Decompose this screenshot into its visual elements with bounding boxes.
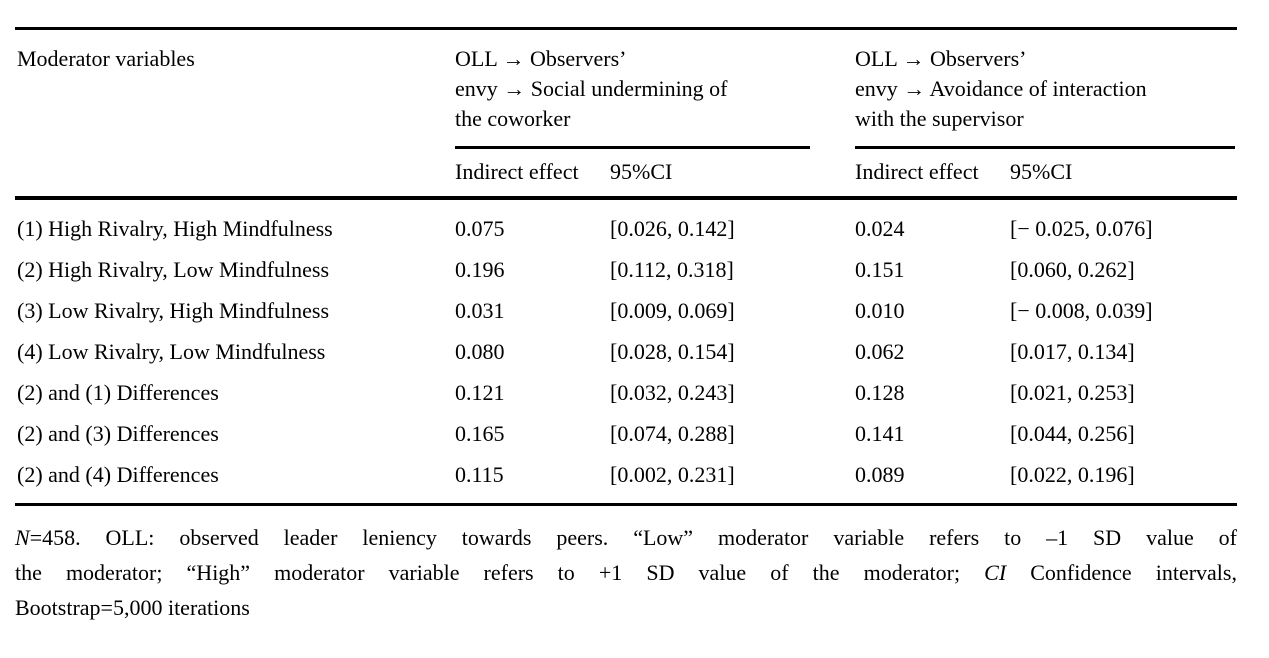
indirect-effect-2: 0.024 <box>855 216 905 241</box>
footnote-line-2: the moderator; “High” moderator variable… <box>15 555 1237 590</box>
table-row: (2) and (1) Differences 0.121 [0.032, 0.… <box>15 372 1237 413</box>
indirect-effect-1: 0.121 <box>455 380 505 405</box>
ci-2: [0.022, 0.196] <box>1010 462 1135 487</box>
table-row: (1) High Rivalry, High Mindfulness 0.075… <box>15 208 1237 249</box>
row-label: (2) and (3) Differences <box>17 421 219 446</box>
group-header-avoidance-interaction: OLL → Observers’ envy → Avoidance of int… <box>855 44 1235 149</box>
indirect-effect-1: 0.165 <box>455 421 505 446</box>
ci-2: [0.017, 0.134] <box>1010 339 1135 364</box>
indirect-effect-1: 0.075 <box>455 216 505 241</box>
ci-1: [0.028, 0.154] <box>610 339 735 364</box>
group-header-social-undermining: OLL → Observers’ envy → Social undermini… <box>455 44 810 149</box>
ci-1: [0.074, 0.288] <box>610 421 735 446</box>
header-row-subcolumns: Indirect effect 95%CI Indirect effect 95… <box>15 149 1237 200</box>
indirect-effect-2: 0.062 <box>855 339 905 364</box>
footnote-line-1-text: =458. OLL: observed leader leniency towa… <box>29 525 1237 550</box>
table-row: (2) High Rivalry, Low Mindfulness 0.196 … <box>15 249 1237 290</box>
ci-1: [0.009, 0.069] <box>610 298 735 323</box>
table-footnote: N=458. OLL: observed leader leniency tow… <box>15 520 1237 625</box>
row-label: (4) Low Rivalry, Low Mindfulness <box>17 339 326 364</box>
ci-2: [0.060, 0.262] <box>1010 257 1135 282</box>
paper-table: Moderator variables OLL → Observers’ env… <box>15 0 1237 625</box>
ci-2: [0.044, 0.256] <box>1010 421 1135 446</box>
footnote-line-2-tail: Confidence intervals, <box>1006 560 1237 585</box>
row-label: (2) High Rivalry, Low Mindfulness <box>17 257 330 282</box>
indirect-effect-header-1: Indirect effect <box>455 159 579 184</box>
footnote-line-2-text: the moderator; “High” moderator variable… <box>15 560 985 585</box>
indirect-effect-1: 0.196 <box>455 257 505 282</box>
row-label: (2) and (4) Differences <box>17 462 219 487</box>
indirect-effect-header-2: Indirect effect <box>855 159 979 184</box>
table-row: (4) Low Rivalry, Low Mindfulness 0.080 [… <box>15 331 1237 372</box>
indirect-effect-1: 0.031 <box>455 298 505 323</box>
footnote-line-1: N=458. OLL: observed leader leniency tow… <box>15 520 1237 555</box>
row-label: (2) and (1) Differences <box>17 380 219 405</box>
moderator-variables-header: Moderator variables <box>17 46 195 71</box>
table-row: (2) and (3) Differences 0.165 [0.074, 0.… <box>15 413 1237 454</box>
ci-1: [0.026, 0.142] <box>610 216 735 241</box>
footnote-line-3-text: Bootstrap=5,000 iterations <box>15 595 250 620</box>
indirect-effect-1: 0.115 <box>455 462 504 487</box>
ci-2: [− 0.025, 0.076] <box>1010 216 1153 241</box>
footnote-ci-symbol: CI <box>984 560 1007 585</box>
indirect-effect-1: 0.080 <box>455 339 505 364</box>
indirect-effect-2: 0.128 <box>855 380 905 405</box>
indirect-effect-2: 0.151 <box>855 257 905 282</box>
ci-2: [0.021, 0.253] <box>1010 380 1135 405</box>
ci-1: [0.112, 0.318] <box>610 257 734 282</box>
empty-header-cell <box>15 158 455 186</box>
table-row: (2) and (4) Differences 0.115 [0.002, 0.… <box>15 454 1237 495</box>
footnote-n-symbol: N <box>15 525 30 550</box>
ci-header-2: 95%CI <box>1010 159 1073 184</box>
header-row-groups: Moderator variables OLL → Observers’ env… <box>15 30 1237 149</box>
ci-header-1: 95%CI <box>610 159 673 184</box>
table-body: (1) High Rivalry, High Mindfulness 0.075… <box>15 200 1237 506</box>
ci-1: [0.002, 0.231] <box>610 462 735 487</box>
indirect-effect-2: 0.089 <box>855 462 905 487</box>
row-label: (1) High Rivalry, High Mindfulness <box>17 216 333 241</box>
ci-2: [− 0.008, 0.039] <box>1010 298 1153 323</box>
table-row: (3) Low Rivalry, High Mindfulness 0.031 … <box>15 290 1237 331</box>
row-label: (3) Low Rivalry, High Mindfulness <box>17 298 330 323</box>
indirect-effect-2: 0.141 <box>855 421 905 446</box>
table-header: Moderator variables OLL → Observers’ env… <box>15 27 1237 200</box>
ci-1: [0.032, 0.243] <box>610 380 735 405</box>
footnote-line-3: Bootstrap=5,000 iterations <box>15 590 1237 625</box>
indirect-effect-2: 0.010 <box>855 298 905 323</box>
